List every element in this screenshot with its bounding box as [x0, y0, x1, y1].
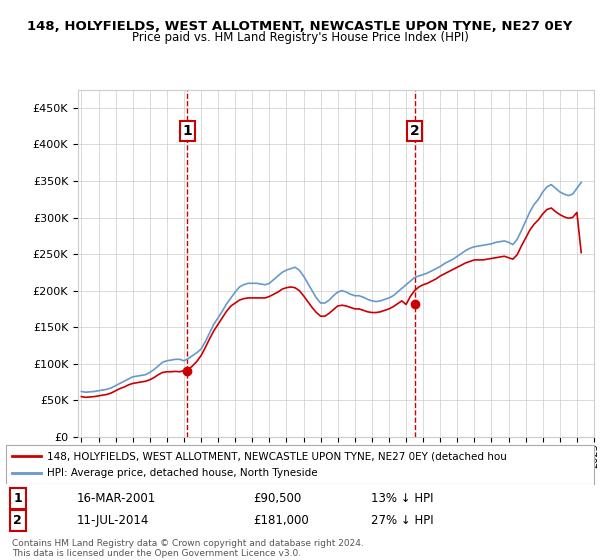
Text: HPI: Average price, detached house, North Tyneside: HPI: Average price, detached house, Nort… — [47, 468, 318, 478]
Text: £90,500: £90,500 — [253, 492, 301, 505]
Text: Contains HM Land Registry data © Crown copyright and database right 2024.: Contains HM Land Registry data © Crown c… — [12, 539, 364, 548]
Text: 1: 1 — [182, 124, 192, 138]
Text: 2: 2 — [13, 514, 22, 527]
Text: 16-MAR-2001: 16-MAR-2001 — [77, 492, 156, 505]
Text: 13% ↓ HPI: 13% ↓ HPI — [371, 492, 433, 505]
Text: 2: 2 — [410, 124, 419, 138]
Text: £181,000: £181,000 — [253, 514, 309, 527]
Text: This data is licensed under the Open Government Licence v3.0.: This data is licensed under the Open Gov… — [12, 549, 301, 558]
Text: 1: 1 — [13, 492, 22, 505]
Text: 27% ↓ HPI: 27% ↓ HPI — [371, 514, 433, 527]
Text: 11-JUL-2014: 11-JUL-2014 — [77, 514, 149, 527]
Text: 148, HOLYFIELDS, WEST ALLOTMENT, NEWCASTLE UPON TYNE, NE27 0EY: 148, HOLYFIELDS, WEST ALLOTMENT, NEWCAST… — [28, 20, 572, 32]
Text: 148, HOLYFIELDS, WEST ALLOTMENT, NEWCASTLE UPON TYNE, NE27 0EY (detached hou: 148, HOLYFIELDS, WEST ALLOTMENT, NEWCAST… — [47, 451, 507, 461]
Text: Price paid vs. HM Land Registry's House Price Index (HPI): Price paid vs. HM Land Registry's House … — [131, 31, 469, 44]
